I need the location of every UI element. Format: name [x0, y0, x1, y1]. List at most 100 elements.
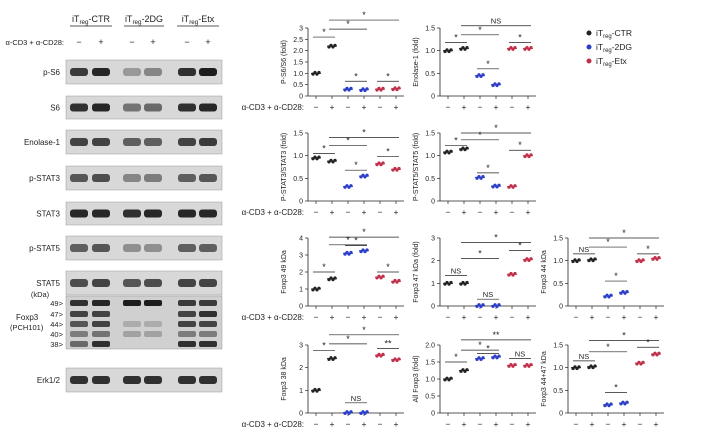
significance-label: *	[346, 136, 350, 146]
scatter-panel: 0 0.5 1.0 1.5 Foxp3 44 kDa − + − + − + NS * * * *	[541, 228, 664, 322]
x-sign-label: −	[378, 419, 383, 429]
data-point	[397, 278, 401, 283]
significance-label: *	[518, 240, 522, 250]
y-axis-label: Foxp3 44+47 kDa	[541, 351, 548, 407]
blot-band	[70, 68, 88, 76]
blot-band	[92, 311, 110, 317]
blot-band	[199, 279, 217, 287]
x-sign-label: −	[606, 419, 611, 429]
significance-label: *	[478, 340, 482, 350]
blot-band	[70, 138, 88, 146]
blot-band	[144, 244, 162, 252]
data-point	[365, 410, 369, 414]
y-tick-label: 1.0	[553, 365, 563, 372]
x-sign-label: +	[462, 102, 467, 112]
y-tick-label: 2	[299, 270, 303, 277]
scatter-panel: 0 0.5 1.0 1.5 2.0 2.5 3 P-S6/S6 (fold) − + − + − + α-C…	[242, 10, 404, 112]
x-sign-label: −	[378, 207, 383, 217]
x-sign-label: −	[478, 312, 483, 322]
blot-row-label: S6	[50, 104, 60, 113]
x-sign-label: −	[510, 419, 515, 429]
y-tick-label: 1	[299, 388, 303, 395]
kda-marker: 47>	[50, 310, 63, 319]
blot-band	[178, 244, 196, 252]
group-label: iTreg-Etx	[182, 14, 215, 26]
y-tick-label: 0	[559, 304, 563, 311]
x-sign-label: −	[314, 207, 319, 217]
data-point	[465, 146, 469, 150]
data-point	[333, 43, 337, 47]
blot-row-label: STAT3	[36, 210, 60, 219]
data-point	[365, 87, 369, 91]
x-sign-label: +	[654, 312, 659, 322]
blot-band	[144, 103, 162, 112]
data-point	[381, 161, 385, 165]
data-point	[365, 248, 369, 252]
significance-label: *	[322, 262, 326, 272]
data-point	[349, 410, 353, 414]
scatter-panel: 0 0.5 1.0 1.5 P-STAT5/STAT5 (fold) − + − + − + * * * *…	[413, 123, 536, 217]
significance-label: *	[362, 10, 366, 20]
data-point	[449, 280, 453, 285]
blot-band	[92, 244, 110, 252]
kda-header: (kDa)	[31, 290, 50, 299]
kda-marker: 38>	[50, 340, 63, 349]
x-sign-label: +	[590, 419, 595, 429]
x-sign-label: −	[346, 207, 351, 217]
y-axis-label: Enolase-1 (fold)	[413, 37, 420, 86]
lane-sign: −	[76, 37, 81, 47]
y-tick-label: 1.5	[293, 60, 303, 67]
y-tick-label: 3	[431, 236, 435, 243]
significance-label: *	[646, 244, 650, 254]
blot-band	[199, 341, 217, 347]
x-sign-label: +	[494, 312, 499, 322]
significance-label: *	[478, 25, 482, 35]
data-point	[349, 250, 353, 255]
significance-label: *	[386, 262, 390, 272]
x-sign-label: +	[654, 419, 659, 429]
data-point	[529, 45, 533, 50]
y-tick-label: 1.0	[293, 153, 303, 160]
blot-band	[199, 376, 217, 384]
data-point	[513, 271, 517, 276]
scatter-panel: 0 1 2 3 4 Foxp3 49 kDa − + − + − + α-CD3 + α-CD28: * *…	[242, 227, 404, 322]
significance-label: *	[614, 383, 618, 393]
blot-band	[123, 68, 141, 76]
data-point	[481, 73, 485, 77]
y-tick-label: 1.5	[425, 360, 435, 367]
blot-band	[92, 376, 110, 384]
y-tick-label: 0	[431, 94, 435, 101]
blot-band	[199, 244, 217, 252]
y-tick-label: 1	[299, 287, 303, 294]
lane-sign: +	[205, 37, 210, 47]
significance-label: *	[518, 33, 522, 43]
y-tick-label: 0.5	[553, 388, 563, 395]
blot-strip	[65, 295, 223, 350]
blot-band	[92, 279, 110, 287]
legend-entry: iTreg-Etx	[596, 56, 628, 68]
blot-band	[178, 103, 196, 112]
data-point	[625, 400, 629, 404]
blot-band	[144, 174, 162, 182]
significance-label: *	[486, 344, 490, 354]
y-tick-label: 3	[299, 253, 303, 260]
data-point	[497, 354, 501, 358]
data-point	[529, 153, 533, 157]
y-tick-label: 1.0	[293, 71, 303, 78]
data-point	[481, 356, 485, 360]
significance-label: NS	[351, 394, 361, 403]
treatment-label: α-CD3 + α-CD28:	[6, 38, 64, 47]
data-point	[349, 184, 353, 188]
foxp3-label: Foxp3	[16, 313, 39, 322]
blot-band	[70, 174, 88, 182]
data-point	[465, 45, 469, 50]
data-point	[449, 149, 453, 153]
x-sign-label: +	[590, 312, 595, 322]
blot-band	[92, 174, 110, 182]
data-point	[333, 276, 337, 280]
data-point	[449, 48, 453, 52]
significance-label: *	[478, 130, 482, 140]
scatter-panel: 0 1 2 3 Foxp3 47 kDa (fold) − + − + − + NS * * NS *	[413, 233, 536, 322]
y-tick-label: 1.0	[425, 153, 435, 160]
